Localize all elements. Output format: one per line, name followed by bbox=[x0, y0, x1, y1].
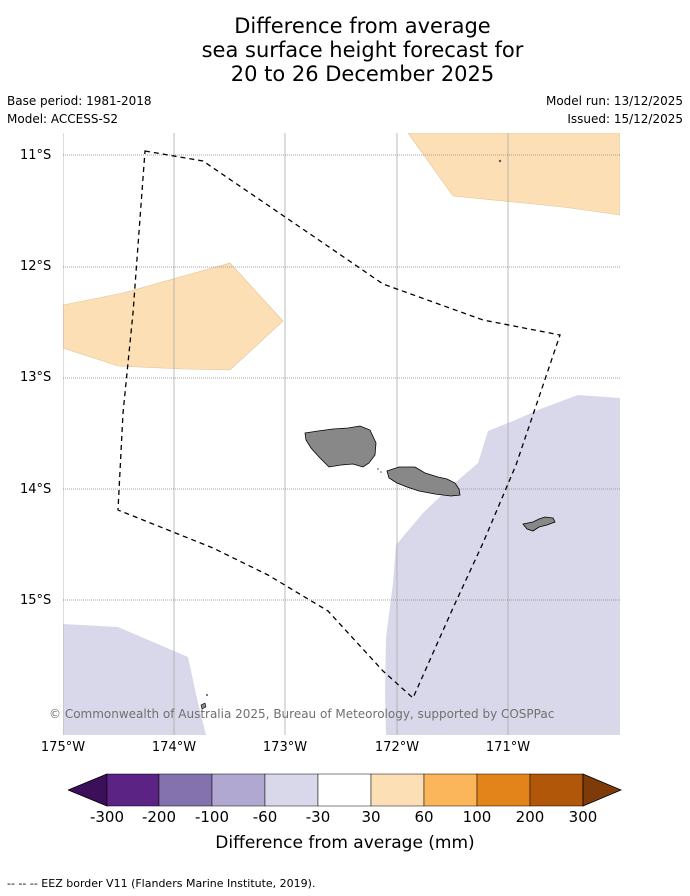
island-savaii bbox=[304, 425, 377, 468]
eez-legend-note: -- -- -- EEZ border V11 (Flanders Marine… bbox=[7, 877, 316, 890]
title-line-3: 20 to 26 December 2025 bbox=[230, 62, 495, 86]
anomaly-negative-region-se bbox=[385, 198, 620, 735]
colorbar-extend-high bbox=[582, 773, 622, 807]
lat-label-14s: 14°S bbox=[20, 482, 52, 497]
lon-label-174w: 174°W bbox=[151, 740, 197, 755]
colorbar-bin-5 bbox=[317, 773, 372, 807]
colorbar bbox=[68, 773, 622, 807]
base-period: Base period: 1981-2018 bbox=[7, 94, 152, 108]
colorbar-tick: 300 bbox=[568, 808, 598, 826]
colorbar-label: Difference from average (mm) bbox=[215, 833, 475, 853]
colorbar-bin-3 bbox=[211, 773, 266, 807]
colorbar-bin-2 bbox=[158, 773, 213, 807]
graticule bbox=[63, 133, 509, 735]
title-line-2: sea surface height forecast for bbox=[201, 38, 524, 62]
colorbar-bin-8 bbox=[476, 773, 531, 807]
colorbar-tick: -60 bbox=[252, 808, 278, 826]
colorbar-tick: -30 bbox=[305, 808, 331, 826]
model-run: Model run: 13/12/2025 bbox=[545, 94, 683, 108]
graticule-lat bbox=[63, 154, 620, 601]
issued-date: Issued: 15/12/2025 bbox=[567, 112, 683, 126]
island-tutuila bbox=[522, 516, 556, 532]
islets bbox=[200, 159, 502, 710]
colorbar-tick: 100 bbox=[462, 808, 492, 826]
colorbar-bin-6 bbox=[370, 773, 425, 807]
colorbar-tick: -300 bbox=[89, 808, 125, 826]
colorbar-extend-low bbox=[68, 773, 108, 807]
lat-label-12s: 12°S bbox=[20, 259, 52, 274]
colorbar-bin-7 bbox=[423, 773, 478, 807]
colorbar-bin-1 bbox=[106, 773, 160, 807]
colorbar-tick: -100 bbox=[194, 808, 230, 826]
eez-border bbox=[117, 150, 561, 700]
lat-label-13s: 13°S bbox=[20, 370, 52, 385]
title-line-1: Difference from average bbox=[234, 14, 491, 38]
colorbar-tick: 200 bbox=[515, 808, 545, 826]
colorbar-tick: 30 bbox=[361, 808, 381, 826]
lon-label-175w: 175°W bbox=[40, 740, 86, 755]
model-name: Model: ACCESS-S2 bbox=[7, 112, 119, 126]
colorbar-bin-4 bbox=[264, 773, 319, 807]
map-area bbox=[63, 133, 620, 735]
colorbar-tick: 60 bbox=[414, 808, 434, 826]
anomaly-positive-region-ne bbox=[407, 133, 620, 216]
colorbar-bin-9 bbox=[529, 773, 584, 807]
anomaly-positive-region-w bbox=[63, 262, 284, 371]
lat-label-15s: 15°S bbox=[20, 593, 52, 608]
anomaly-negative-region-sw bbox=[63, 624, 206, 735]
lat-label-11s: 11°S bbox=[20, 148, 52, 163]
copyright-notice: © Commonwealth of Australia 2025, Bureau… bbox=[49, 707, 555, 721]
colorbar-tick: -200 bbox=[141, 808, 177, 826]
lon-label-173w: 173°W bbox=[262, 740, 308, 755]
lon-label-171w: 171°W bbox=[485, 740, 531, 755]
island-upolu bbox=[386, 466, 461, 497]
map-title: Difference from average sea surface heig… bbox=[0, 14, 690, 86]
lon-label-172w: 172°W bbox=[374, 740, 420, 755]
